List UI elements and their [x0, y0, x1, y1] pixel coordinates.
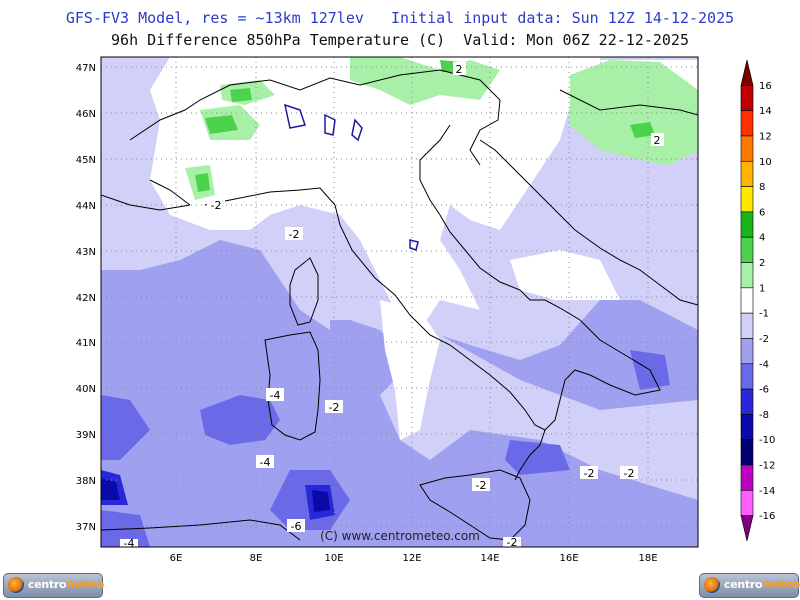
lon-label: 12E [402, 553, 421, 564]
contour-label: 2 [456, 63, 463, 76]
contour-label: -2 [289, 228, 300, 241]
centrometeo-logo-left[interactable]: centrometeo [3, 573, 104, 598]
legend-label: -16 [759, 511, 775, 522]
lat-label: 47N [76, 63, 96, 74]
legend-swatch [740, 287, 754, 314]
legend-swatch [740, 363, 754, 390]
contour-labels: 2 2 -2 -2 -4 -2 -4 -6 -2 -2 -2 -2 -4 [120, 62, 664, 550]
legend-label: 10 [759, 157, 772, 168]
logo-text-part2: meteo [66, 578, 104, 591]
lon-label: 6E [170, 553, 183, 564]
legend-swatch [740, 186, 754, 213]
logo-text-part1: centro [28, 578, 67, 591]
legend-label: -1 [759, 309, 769, 320]
legend-swatch [740, 135, 754, 162]
legend-swatch [740, 338, 754, 365]
legend-swatch [740, 414, 754, 441]
legend-label: -2 [759, 334, 769, 345]
legend-label: -12 [759, 461, 775, 472]
legend-swatch [740, 160, 754, 187]
lon-label: 10E [324, 553, 343, 564]
logo-text-part1: centro [724, 578, 763, 591]
globe-icon [704, 577, 720, 593]
legend-label: -8 [759, 410, 769, 421]
lakes [283, 103, 419, 251]
longitude-axis: 6E 8E 10E 12E 14E 16E 18E [170, 553, 658, 564]
legend-label: -14 [759, 486, 775, 497]
contour-label: -2 [476, 479, 487, 492]
centrometeo-logo-right[interactable]: centrometeo [699, 573, 800, 598]
legend-swatch [740, 312, 754, 339]
lat-label: 40N [76, 384, 96, 395]
lat-label: 45N [76, 155, 96, 166]
lat-label: 46N [76, 109, 96, 120]
lat-label: 39N [76, 430, 96, 441]
legend-label: -4 [759, 359, 769, 370]
legend-label: 16 [759, 81, 772, 92]
legend-swatch [740, 464, 754, 491]
lat-label: 42N [76, 293, 96, 304]
legend-swatch [740, 85, 754, 111]
lon-label: 18E [638, 553, 657, 564]
legend-swatch [740, 262, 754, 289]
legend-label: 1 [759, 283, 765, 294]
contour-label: -4 [124, 537, 135, 550]
contour-label: 2 [654, 134, 661, 147]
latitude-axis: 47N 46N 45N 44N 43N 42N 41N 40N 39N 38N … [76, 63, 96, 533]
legend-label: 8 [759, 182, 765, 193]
title-line-2: 96h Difference 850hPa Temperature (C) Va… [111, 31, 689, 49]
logo-text-part2: meteo [762, 578, 800, 591]
legend-swatch [740, 388, 754, 415]
color-legend: 16 14 12 10 8 6 4 2 1 -1 -2 -4 -6 -8 -10 -12 -14 -16 [740, 59, 775, 542]
legend-swatch [740, 236, 754, 263]
temperature-field [101, 57, 698, 547]
lon-label: 16E [559, 553, 578, 564]
legend-label: 14 [759, 106, 772, 117]
contour-label: -2 [211, 199, 222, 212]
globe-icon [8, 577, 24, 593]
legend-swatch [740, 110, 754, 137]
legend-label: 2 [759, 258, 765, 269]
lat-label: 38N [76, 476, 96, 487]
lat-lon-grid [101, 57, 698, 547]
legend-swatch [740, 439, 754, 466]
lat-label: 43N [76, 247, 96, 258]
legend-label: 4 [759, 233, 765, 244]
legend-swatch [740, 211, 754, 238]
lon-label: 14E [480, 553, 499, 564]
legend-label: -6 [759, 385, 769, 396]
lon-label: 8E [250, 553, 263, 564]
contour-label: -2 [624, 467, 635, 480]
lat-label: 41N [76, 338, 96, 349]
legend-swatch [740, 490, 754, 516]
legend-label: -10 [759, 435, 775, 446]
title-line-1: GFS-FV3 Model, res = ~13km 127lev Initia… [65, 9, 735, 27]
legend-label: 12 [759, 131, 772, 142]
contour-label: -6 [291, 520, 302, 533]
contour-label: -2 [507, 536, 518, 549]
contour-label: -2 [329, 401, 340, 414]
legend-label: 6 [759, 207, 765, 218]
copyright-text: (C) www.centrometeo.com [320, 529, 480, 543]
legend-swatch [740, 515, 754, 542]
lat-label: 37N [76, 522, 96, 533]
contour-label: -2 [584, 467, 595, 480]
contour-label: -4 [260, 456, 271, 469]
lat-label: 44N [76, 201, 96, 212]
contour-label: -4 [270, 389, 281, 402]
legend-swatch [740, 59, 754, 86]
map-frame [100, 56, 699, 548]
